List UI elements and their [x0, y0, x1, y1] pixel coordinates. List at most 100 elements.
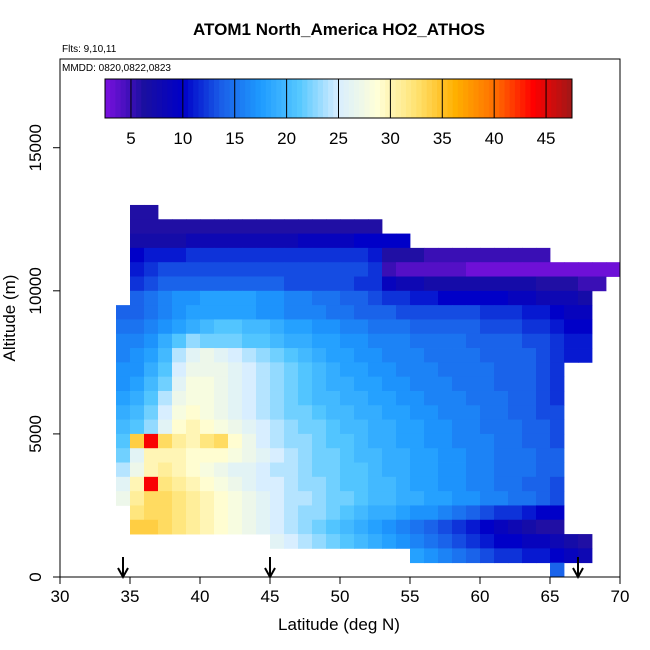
heatmap-cell: [214, 519, 229, 535]
heatmap-cell: [214, 433, 229, 449]
heatmap-cell: [144, 405, 159, 420]
heatmap-cell: [200, 333, 215, 349]
heatmap-cell: [172, 405, 187, 420]
heatmap-cell: [564, 319, 579, 335]
heatmap-cell: [536, 333, 551, 349]
heatmap-cell: [214, 233, 229, 249]
heatmap-cell: [228, 276, 243, 292]
heatmap-cell: [144, 462, 159, 478]
heatmap-cell: [508, 290, 523, 306]
heatmap-cell: [256, 505, 271, 521]
heatmap-cell: [578, 534, 593, 549]
heatmap-cell: [298, 462, 313, 478]
colorbar-segment: [374, 79, 381, 118]
heatmap-cell: [158, 462, 173, 478]
heatmap-cell: [284, 534, 299, 549]
heatmap-cell: [466, 305, 481, 320]
heatmap-cell: [494, 476, 509, 492]
colorbar-segment: [125, 79, 132, 118]
heatmap-cell: [424, 290, 439, 306]
colorbar-segment: [182, 79, 189, 118]
heatmap-cell: [382, 362, 397, 378]
heatmap-cell: [452, 247, 467, 263]
heatmap-cell: [354, 448, 369, 463]
heatmap-cell: [536, 405, 551, 420]
colorbar-segment: [250, 79, 256, 118]
heatmap-cell: [326, 305, 341, 320]
heatmap-cell: [452, 448, 467, 463]
heatmap-cell: [158, 219, 173, 234]
heatmap-cell: [116, 462, 131, 478]
heatmap-cell: [480, 548, 495, 564]
heatmap-cell: [214, 247, 229, 263]
heatmap-cell: [130, 290, 145, 306]
heatmap-cell: [242, 262, 257, 277]
heatmap-cell: [270, 534, 285, 549]
heatmap-cell: [536, 462, 551, 478]
heatmap-cell: [172, 290, 187, 306]
heatmap-cell: [340, 305, 355, 320]
heatmap-cell: [298, 262, 313, 277]
heatmap-cell: [270, 519, 285, 535]
heatmap-cell: [438, 505, 453, 521]
heatmap-cell: [242, 462, 257, 478]
heatmap-cell: [312, 534, 327, 549]
heatmap-cell: [494, 362, 509, 378]
heatmap-cell: [396, 419, 411, 435]
colorbar-segment: [229, 79, 236, 118]
heatmap-cell: [312, 419, 327, 435]
colorbar-segment: [156, 79, 163, 118]
heatmap-cell: [312, 390, 327, 406]
heatmap-cell: [522, 276, 537, 292]
heatmap-cell: [298, 362, 313, 378]
heatmap-cell: [522, 534, 537, 549]
heatmap-cell: [284, 519, 299, 535]
heatmap-cell: [536, 390, 551, 406]
heatmap-cell: [382, 290, 397, 306]
heatmap-cell: [382, 491, 397, 506]
colorbar-segment: [400, 79, 407, 118]
heatmap-cell: [270, 319, 285, 335]
heatmap-cell: [354, 348, 369, 363]
heatmap-cell: [410, 405, 425, 420]
heatmap-cell: [522, 348, 537, 363]
heatmap-cell: [340, 362, 355, 378]
heatmap-cell: [172, 348, 187, 363]
heatmap-cell: [480, 476, 495, 492]
heatmap-cell: [368, 247, 383, 263]
heatmap-cell: [130, 519, 145, 535]
heatmap-cell: [130, 319, 145, 335]
heatmap-cell: [298, 519, 313, 535]
heatmap-cell: [396, 433, 411, 449]
heatmap-cell: [172, 419, 187, 435]
heatmap-cell: [200, 433, 215, 449]
heatmap-cell: [158, 247, 173, 263]
heatmap-cell: [508, 333, 523, 349]
heatmap-cell: [284, 419, 299, 435]
y-axis: 0 5000 10000 15000: [26, 124, 60, 582]
x-tick-label: 30: [51, 587, 70, 606]
heatmap-cell: [424, 319, 439, 335]
colorbar-segment: [395, 79, 402, 118]
heatmap-cell: [186, 290, 201, 306]
heatmap-cell: [536, 548, 551, 564]
heatmap-cell: [494, 247, 509, 263]
heatmap-cell: [270, 348, 285, 363]
heatmap-cell: [312, 262, 327, 277]
heatmap-cell: [438, 419, 453, 435]
colorbar-segment: [239, 79, 246, 118]
heatmap-cell: [256, 219, 271, 234]
heatmap-cell: [228, 348, 243, 363]
heatmap-cell: [158, 348, 173, 363]
heatmap-cell: [200, 233, 215, 249]
heatmap-cell: [270, 362, 285, 378]
heatmap-cell: [116, 405, 131, 420]
colorbar-segment: [271, 79, 277, 118]
heatmap-cell: [354, 333, 369, 349]
heatmap-cell: [550, 419, 565, 435]
heatmap-cell: [368, 476, 383, 492]
colorbar-segment: [193, 79, 199, 118]
heatmap-cell: [438, 290, 453, 306]
heatmap-cell: [354, 276, 369, 292]
heatmap-cell: [494, 405, 509, 420]
